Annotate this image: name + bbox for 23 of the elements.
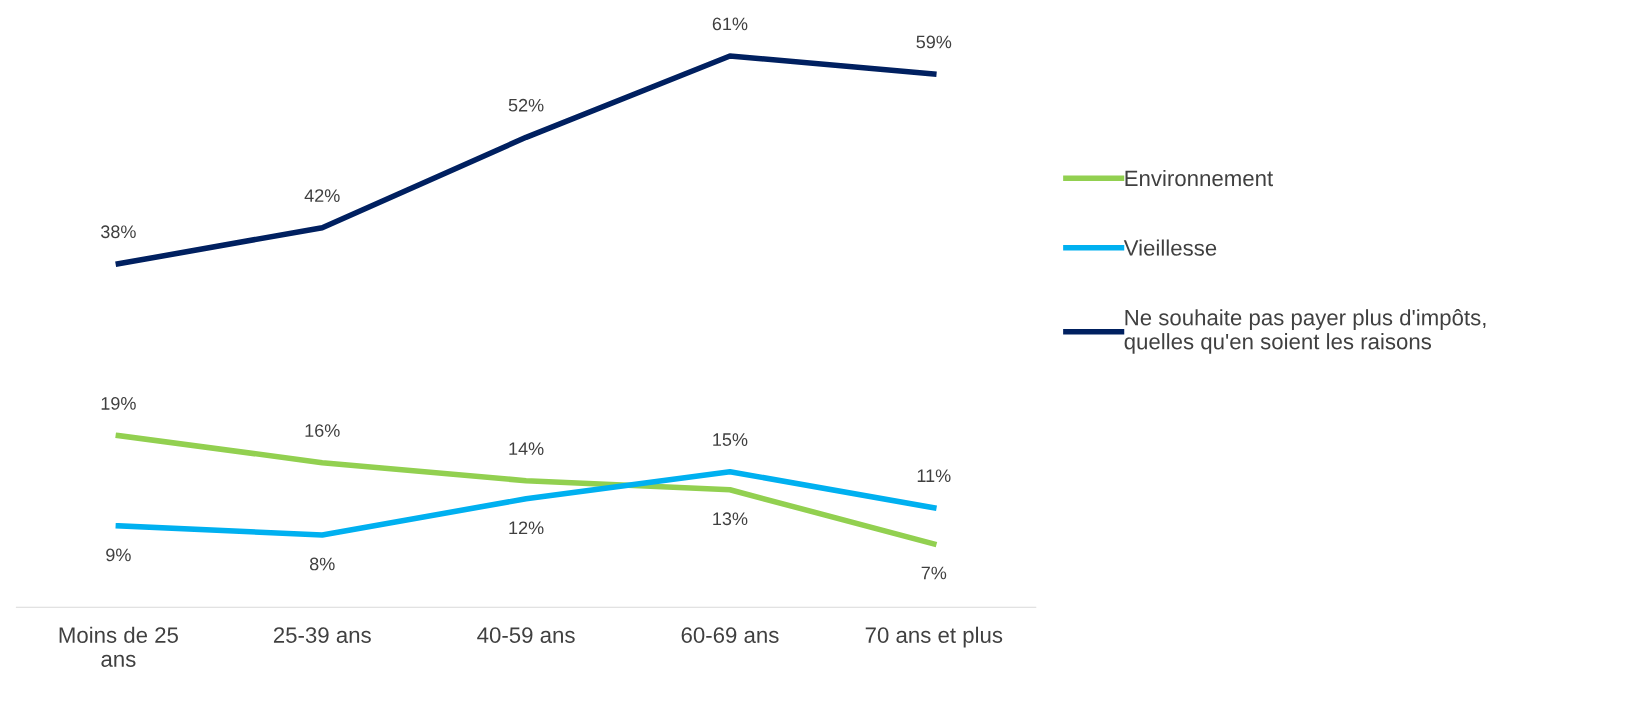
legend-label: Vieillesse: [1123, 239, 1217, 256]
data-label: 15%: [713, 433, 748, 446]
data-label: 12%: [509, 521, 544, 535]
data-label: 8%: [309, 557, 335, 571]
data-label: 9%: [106, 548, 131, 562]
data-label: 19%: [101, 397, 136, 410]
x-tick-label: 40-59 ans: [477, 627, 575, 643]
x-tick-label: 60-69 ans: [681, 627, 779, 643]
data-label: 13%: [713, 512, 748, 526]
data-label: 38%: [100, 225, 136, 239]
legend-label: Environnement: [1125, 169, 1273, 187]
data-label: 11%: [917, 469, 951, 483]
data-label: 14%: [509, 442, 544, 455]
data-label: 52%: [508, 98, 544, 112]
data-label: 59%: [916, 35, 952, 49]
data-label: 42%: [304, 189, 340, 202]
data-label: 16%: [305, 424, 340, 437]
x-tick-label: 25-39 ans: [273, 627, 371, 643]
x-tick-label: 70 ans et plus: [865, 626, 1003, 648]
x-tick-label: Moins de 25 ans: [59, 626, 178, 667]
legend-label: Ne souhaite pas payer plus d'impôts, quelles qu'en soient les raisons: [1124, 309, 1486, 354]
data-label: 7%: [921, 566, 947, 580]
data-label: 61%: [712, 17, 748, 31]
